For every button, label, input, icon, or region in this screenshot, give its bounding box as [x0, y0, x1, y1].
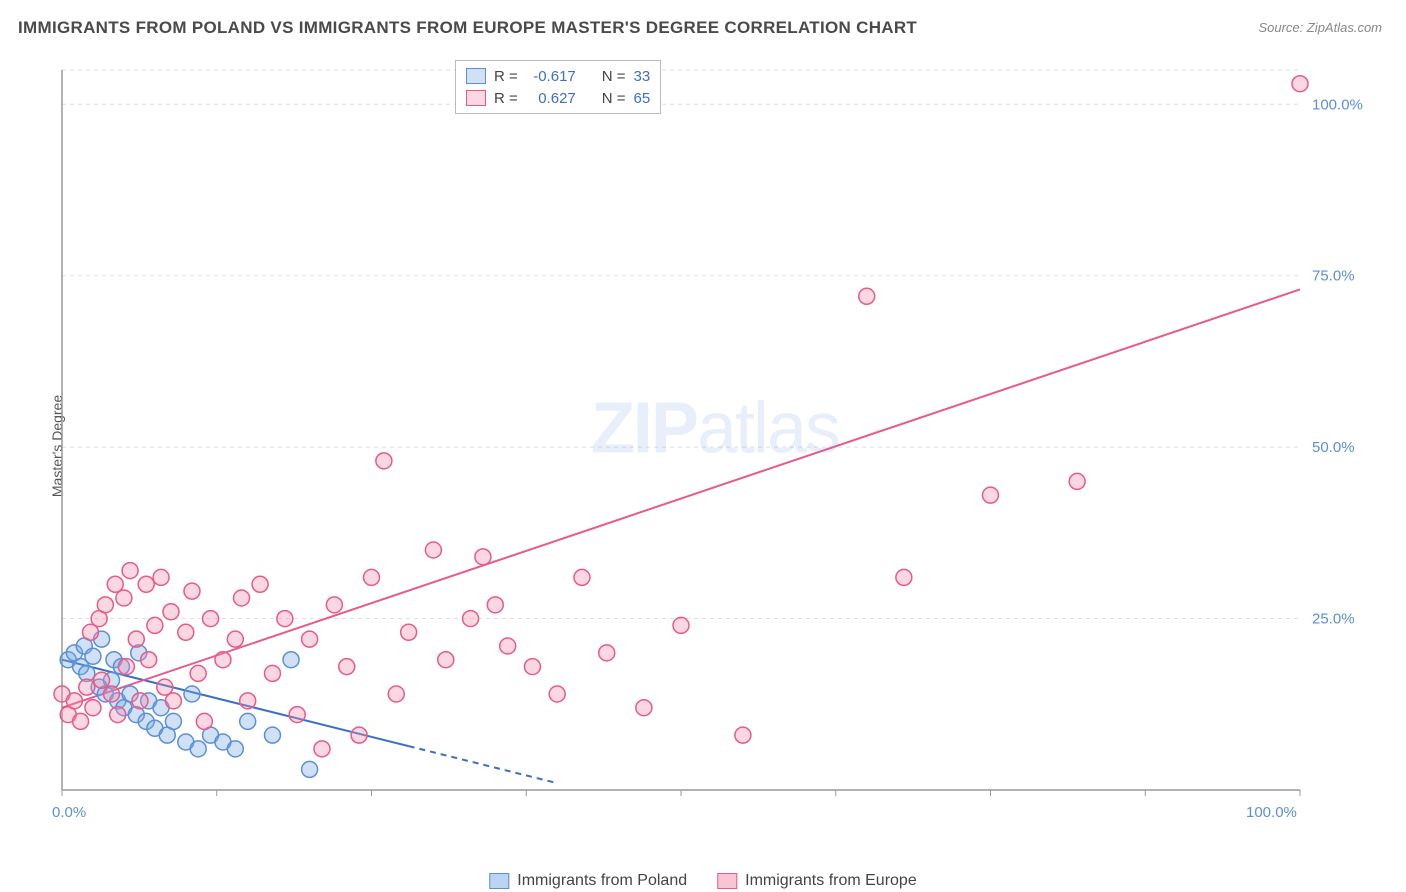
x-tick-label: 100.0%: [1246, 804, 1297, 821]
stats-legend-row: R =0.627N =65: [466, 87, 650, 109]
scatter-plot-svg: 25.0% 50.0% 75.0% 100.0%: [50, 60, 1380, 830]
chart-area: ZIPatlas 25.0%50.0%75.0%100.0%: [50, 60, 1380, 830]
legend-item: Immigrants from Europe: [717, 872, 917, 890]
stats-legend-row: R =-0.617N =33: [466, 65, 650, 87]
source-attribution: Source: ZipAtlas.com: [1258, 20, 1382, 35]
series-legend: Immigrants from Poland Immigrants from Eu…: [489, 872, 916, 890]
y-tick-label: 25.0%: [1312, 611, 1355, 628]
legend-item: Immigrants from Poland: [489, 872, 687, 890]
legend-swatch: [489, 873, 509, 889]
y-tick-label: 50.0%: [1312, 439, 1355, 456]
x-tick-label: 0.0%: [52, 804, 86, 821]
chart-title: IMMIGRANTS FROM POLAND VS IMMIGRANTS FRO…: [18, 18, 917, 38]
legend-swatch: [466, 68, 486, 84]
y-tick-label: 75.0%: [1312, 268, 1355, 285]
legend-swatch: [717, 873, 737, 889]
y-tick-label: 100.0%: [1312, 96, 1363, 113]
legend-swatch: [466, 90, 486, 106]
correlation-stats-legend: R =-0.617N =33R =0.627N =65: [455, 60, 661, 114]
